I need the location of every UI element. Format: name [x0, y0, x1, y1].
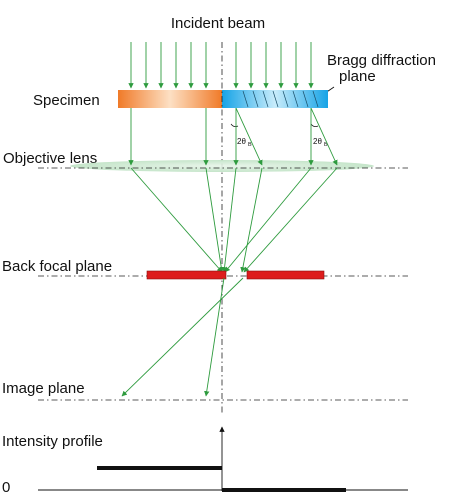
incident-beam-label: Incident beam	[171, 15, 265, 32]
two-theta-right-marker: 2θ B	[310, 123, 328, 148]
bragg-planes	[242, 90, 319, 108]
specimen-label: Specimen	[33, 92, 100, 109]
svg-text:B: B	[248, 142, 252, 148]
objective-aperture-left	[146, 270, 227, 280]
zero-label: 0	[2, 479, 10, 496]
rays-to-image-plane	[121, 277, 244, 397]
objective-aperture-right	[246, 270, 325, 280]
bragg-plane-label-line1: Bragg diffraction	[327, 52, 436, 69]
rays-to-back-focal-plane	[130, 167, 338, 273]
image-plane-label: Image plane	[2, 380, 85, 397]
bragg-plane-label-line2: plane	[339, 68, 376, 85]
objective-lens	[70, 160, 374, 172]
transmitted-rays-upper	[128, 107, 338, 166]
incident-beam-arrows	[128, 42, 314, 89]
intensity-profile-label: Intensity profile	[2, 433, 103, 450]
svg-text:2θ: 2θ	[237, 137, 246, 146]
svg-text:2θ: 2θ	[313, 137, 322, 146]
objective-lens-label: Objective lens	[3, 150, 97, 167]
svg-text:B: B	[324, 142, 328, 148]
specimen-left-grain	[118, 90, 222, 108]
specimen-right-grain	[222, 90, 328, 108]
two-theta-left-marker: 2θ B	[230, 123, 252, 148]
back-focal-plane-label: Back focal plane	[2, 258, 112, 275]
